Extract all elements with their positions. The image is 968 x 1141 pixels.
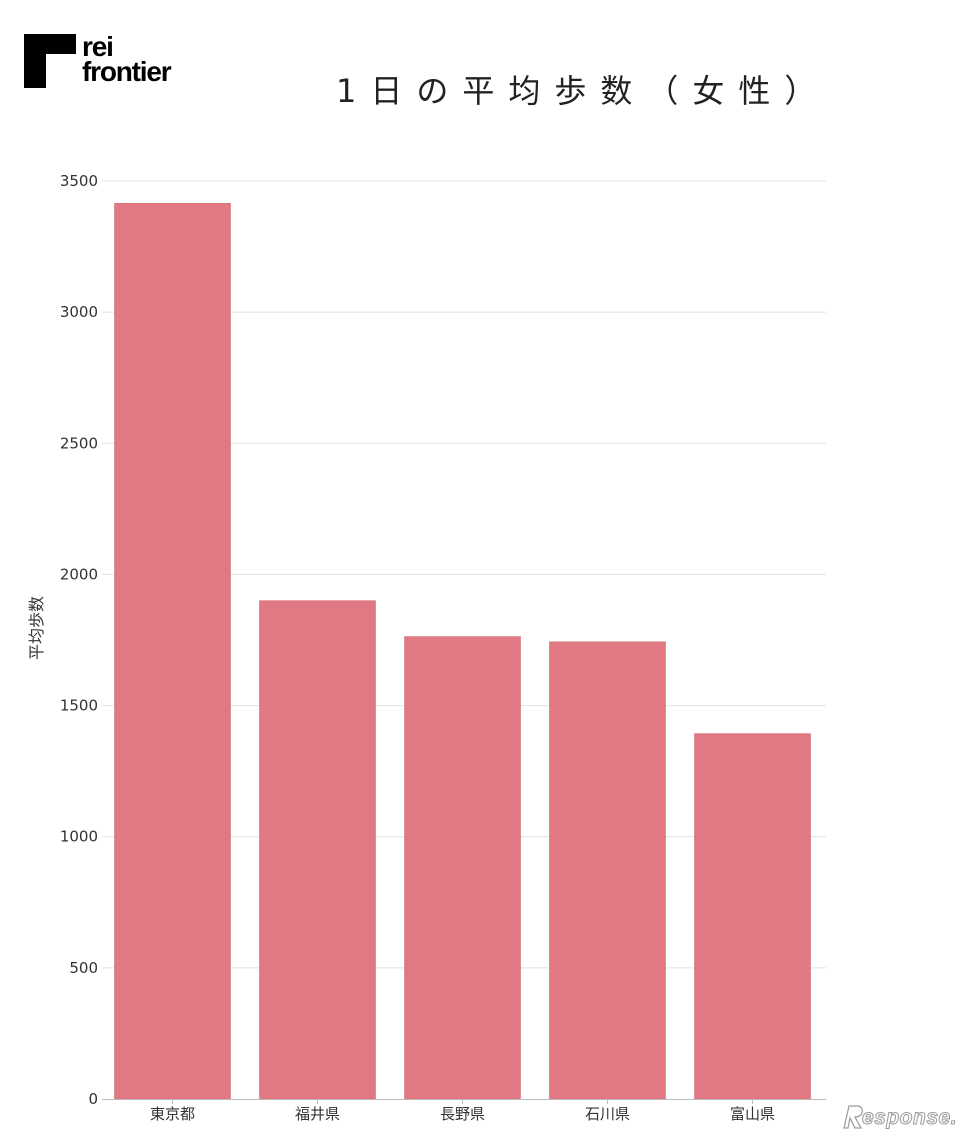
y-tick-label: 3000	[60, 303, 98, 321]
x-tick-label: 富山県	[730, 1105, 775, 1123]
bar	[404, 636, 521, 1100]
logo-line-2: frontier	[82, 56, 172, 87]
x-tick-label: 石川県	[585, 1105, 630, 1123]
logo-mark-icon	[24, 34, 76, 88]
y-tick-label: 1000	[60, 828, 98, 846]
y-tick-label: 0	[88, 1090, 98, 1108]
y-axis-label: 平均歩数	[27, 596, 46, 660]
y-tick-label: 500	[69, 959, 98, 977]
y-tick-label: 2000	[60, 565, 98, 583]
chart-title: 1日の平均歩数（女性）	[336, 72, 831, 110]
bar	[259, 600, 376, 1100]
y-tick-label: 1500	[60, 697, 98, 715]
y-tick-label: 2500	[60, 434, 98, 452]
x-tick-label: 福井県	[295, 1105, 340, 1123]
watermark-text: esponse.	[861, 1106, 958, 1130]
bar	[694, 733, 811, 1100]
bar	[114, 202, 231, 1100]
y-tick-label: 3500	[60, 172, 98, 190]
logo-wordmark: rei frontier	[82, 31, 172, 87]
x-tick-label: 長野県	[440, 1105, 485, 1123]
brand-logo: rei frontier	[24, 31, 204, 94]
bar	[549, 641, 666, 1100]
logo-line-1: rei	[82, 31, 114, 62]
x-tick-label: 東京都	[150, 1105, 195, 1123]
watermark-r-icon	[843, 1105, 863, 1129]
response-watermark: esponse.	[840, 1100, 960, 1136]
